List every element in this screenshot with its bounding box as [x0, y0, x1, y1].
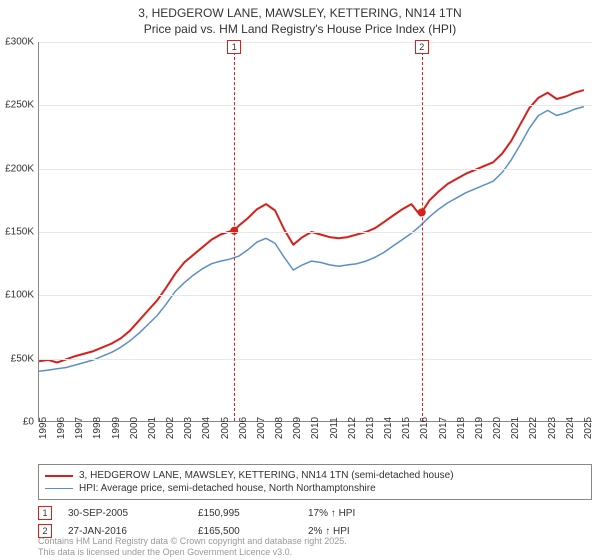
x-tick-label: 2012: [347, 417, 358, 439]
sale-date: 27-JAN-2016: [68, 526, 198, 537]
legend-label: HPI: Average price, semi-detached house,…: [79, 483, 376, 494]
x-tick-label: 2022: [528, 417, 539, 439]
x-tick-label: 2016: [419, 417, 430, 439]
sale-row: 1 30-SEP-2005£150,99517% ↑ HPI: [38, 504, 592, 522]
sale-vline: [234, 42, 235, 421]
sale-price: £150,995: [198, 508, 308, 519]
sale-vline-marker: 2: [415, 40, 429, 54]
legend: 3, HEDGEROW LANE, MAWSLEY, KETTERING, NN…: [38, 464, 592, 500]
x-tick-label: 2019: [474, 417, 485, 439]
x-tick-label: 2000: [129, 417, 140, 439]
x-tick-label: 2011: [329, 417, 340, 439]
gridline: [39, 359, 592, 360]
y-tick-label: £100K: [5, 290, 34, 301]
x-tick-label: 1995: [38, 417, 49, 439]
x-tick-label: 2013: [365, 417, 376, 439]
gridline: [39, 42, 592, 43]
sale-vline-marker: 1: [227, 40, 241, 54]
y-tick-label: £250K: [5, 100, 34, 111]
x-tick-label: 2003: [183, 417, 194, 439]
y-tick-label: £300K: [5, 37, 34, 48]
x-tick-label: 2009: [292, 417, 303, 439]
y-axis: £0£50K£100K£150K£200K£250K£300K: [0, 42, 36, 422]
x-tick-label: 2005: [220, 417, 231, 439]
gridline: [39, 105, 592, 106]
x-tick-label: 1997: [74, 417, 85, 439]
footer-line1: Contains HM Land Registry data © Crown c…: [38, 536, 347, 547]
x-tick-label: 2024: [565, 417, 576, 439]
sale-row-marker: 1: [38, 506, 52, 520]
legend-row: HPI: Average price, semi-detached house,…: [45, 482, 585, 495]
x-tick-label: 1999: [111, 417, 122, 439]
x-tick-label: 1998: [92, 417, 103, 439]
x-tick-label: 2015: [401, 417, 412, 439]
series-price_paid: [39, 90, 584, 362]
x-tick-label: 2025: [583, 417, 594, 439]
x-tick-label: 2001: [147, 417, 158, 439]
sale-date: 30-SEP-2005: [68, 508, 198, 519]
x-tick-label: 2004: [201, 417, 212, 439]
title-block: 3, HEDGEROW LANE, MAWSLEY, KETTERING, NN…: [0, 0, 600, 37]
y-tick-label: £0: [23, 417, 34, 428]
sale-delta: 2% ↑ HPI: [308, 526, 408, 537]
x-tick-label: 2007: [256, 417, 267, 439]
chart-container: 3, HEDGEROW LANE, MAWSLEY, KETTERING, NN…: [0, 0, 600, 560]
gridline: [39, 295, 592, 296]
y-tick-label: £150K: [5, 227, 34, 238]
x-tick-label: 2002: [165, 417, 176, 439]
x-tick-label: 2010: [310, 417, 321, 439]
gridline: [39, 169, 592, 170]
sale-annotations: 130-SEP-2005£150,99517% ↑ HPI227-JAN-201…: [38, 504, 592, 540]
sale-vline: [422, 42, 423, 421]
y-tick-label: £200K: [5, 163, 34, 174]
x-tick-label: 2018: [456, 417, 467, 439]
title-address: 3, HEDGEROW LANE, MAWSLEY, KETTERING, NN…: [0, 6, 600, 22]
x-tick-label: 2017: [438, 417, 449, 439]
y-tick-label: £50K: [11, 353, 34, 364]
series-hpi: [39, 107, 584, 372]
x-tick-label: 2023: [547, 417, 558, 439]
chart-plot-area: 12: [38, 42, 592, 422]
x-tick-label: 2020: [492, 417, 503, 439]
sale-price: £165,500: [198, 526, 308, 537]
footer: Contains HM Land Registry data © Crown c…: [38, 536, 347, 558]
footer-line2: This data is licensed under the Open Gov…: [38, 547, 347, 558]
legend-swatch: [45, 488, 73, 489]
legend-swatch: [45, 475, 73, 477]
x-tick-label: 2021: [510, 417, 521, 439]
title-subtitle: Price paid vs. HM Land Registry's House …: [0, 22, 600, 38]
x-tick-label: 2006: [238, 417, 249, 439]
gridline: [39, 232, 592, 233]
x-axis: 1995199619971998199920002001200220032004…: [38, 424, 592, 464]
x-tick-label: 2008: [274, 417, 285, 439]
sale-delta: 17% ↑ HPI: [308, 508, 408, 519]
legend-row: 3, HEDGEROW LANE, MAWSLEY, KETTERING, NN…: [45, 469, 585, 482]
x-tick-label: 1996: [56, 417, 67, 439]
legend-label: 3, HEDGEROW LANE, MAWSLEY, KETTERING, NN…: [79, 470, 454, 481]
x-tick-label: 2014: [383, 417, 394, 439]
